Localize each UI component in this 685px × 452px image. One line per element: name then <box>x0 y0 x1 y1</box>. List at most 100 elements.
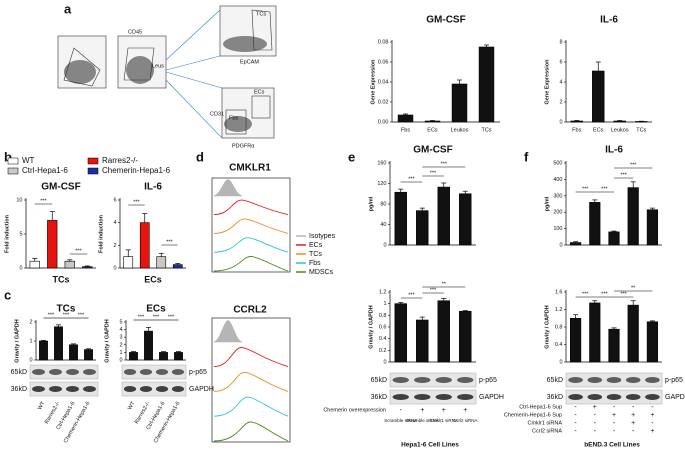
blot-marker: 36kD <box>371 394 387 401</box>
blot-protein: GAPDH <box>479 394 504 401</box>
x-tick-label: Leukos <box>451 127 469 133</box>
significance-label: *** <box>48 312 55 318</box>
y-tick-label: 0 <box>29 357 32 363</box>
flow-plots <box>57 5 277 139</box>
flow-label: ECs <box>254 89 265 95</box>
bar <box>459 310 472 363</box>
significance-label: *** <box>408 292 415 298</box>
histogram-curve <box>213 421 289 442</box>
x-tick-label: TCs <box>481 127 491 133</box>
bar <box>608 328 620 363</box>
flow-label: EpCAM <box>240 59 259 65</box>
blot-band <box>625 394 641 400</box>
significance-label: *** <box>133 199 140 205</box>
histogram-frame <box>211 317 291 443</box>
bar <box>84 349 93 361</box>
significance-label: *** <box>63 312 70 318</box>
treatment-sign: - <box>613 428 616 435</box>
significance-label: *** <box>601 291 608 297</box>
chart-title: IL-6 <box>144 182 162 193</box>
blot-band <box>414 394 431 400</box>
y-tick-label: 0 <box>559 119 562 125</box>
flow-label: Leus <box>152 63 164 69</box>
y-tick-label: 10 <box>16 197 22 203</box>
blot-protein: p-p65 <box>665 377 683 384</box>
bar <box>589 302 601 363</box>
y-tick-label: 0.08 <box>378 39 389 45</box>
flow-label: TCs <box>256 11 266 17</box>
y-tick-label: 400 <box>553 177 562 183</box>
y-tick-label: 1.6 <box>555 289 563 295</box>
blot-protein: p-p65 <box>479 377 497 384</box>
treatment-label: Ccrl2 siRNA <box>532 428 562 434</box>
x-axis-label: ECs <box>144 274 162 284</box>
y-tick-label: 80 <box>380 201 386 207</box>
significance-label: *** <box>40 198 47 204</box>
treatment-sign: + <box>631 412 635 419</box>
significance-label: *** <box>168 314 175 320</box>
blot-band <box>155 386 169 392</box>
blot-band <box>587 394 603 400</box>
histogram-curve <box>213 218 289 234</box>
histogram-curve <box>213 320 243 343</box>
y-tick-label: 0.4 <box>379 336 387 342</box>
treatment-sign: - <box>632 428 635 435</box>
treatment-sign: - <box>651 420 654 427</box>
bar <box>627 304 639 363</box>
y-axis-label: Gene Expression <box>370 59 376 105</box>
y-tick-label: 0 <box>559 359 562 365</box>
histogram-curve <box>213 199 289 216</box>
significance-label: ** <box>631 285 636 291</box>
bar <box>451 83 468 123</box>
chart-title: IL-6 <box>605 145 623 156</box>
bar <box>570 120 583 123</box>
legend-label: Isotypes <box>309 233 336 240</box>
histogram-curve <box>213 396 289 417</box>
bar <box>646 209 658 246</box>
histogram-curve <box>213 347 289 368</box>
significance-label: *** <box>601 186 608 192</box>
treatment-sign: + <box>650 428 654 435</box>
y-tick-label: 0 <box>383 359 386 365</box>
y-tick-label: 2 <box>29 319 32 325</box>
histogram-curve <box>213 237 289 253</box>
chart-title: ECs <box>146 304 166 315</box>
y-tick-label: 4 <box>559 79 562 85</box>
treatment-label: Cmklr1 siRNA <box>527 420 562 426</box>
y-tick-label: 0.00 <box>378 119 389 125</box>
blot-band <box>392 377 409 383</box>
footer: bEND.3 Cell Lines <box>584 442 640 449</box>
y-axis-label: Gravity / GAPDH <box>544 305 550 348</box>
chart-title: IL-6 <box>600 15 618 26</box>
y-axis-label: pg/ml <box>544 196 550 211</box>
blot-marker: 65kD <box>547 377 563 384</box>
bar <box>627 187 639 246</box>
blot-band <box>625 377 641 383</box>
histogram-curve <box>213 256 289 272</box>
y-tick-label: 120 <box>377 181 386 187</box>
bar <box>416 319 429 363</box>
sirna-label: Scramble siRNA <box>384 418 417 423</box>
y-tick-label: 1 <box>29 338 32 344</box>
treatment-sign: - <box>574 420 577 427</box>
blot-strip <box>29 381 99 397</box>
y-tick-label: 160 <box>377 160 386 166</box>
x-tick-label: WT <box>37 400 47 411</box>
chart-title: TCs <box>57 304 76 315</box>
legend-label: Rarres2-/- <box>102 156 138 165</box>
bar <box>589 202 601 246</box>
blot-strip <box>389 372 477 388</box>
y-axis-label: pg/ml <box>368 196 374 211</box>
blot-band <box>606 377 622 383</box>
treatment-sign: + <box>650 412 654 419</box>
y-tick-label: 200 <box>553 210 562 216</box>
treatment-sign: - <box>613 404 616 411</box>
treatment-sign: + <box>463 407 467 414</box>
bar <box>54 326 63 361</box>
significance-label: *** <box>408 176 415 182</box>
histogram-title: CMKLR1 <box>229 163 271 174</box>
bar <box>47 220 58 269</box>
flow-label: Fbs <box>229 115 238 121</box>
blot-band <box>123 369 137 375</box>
